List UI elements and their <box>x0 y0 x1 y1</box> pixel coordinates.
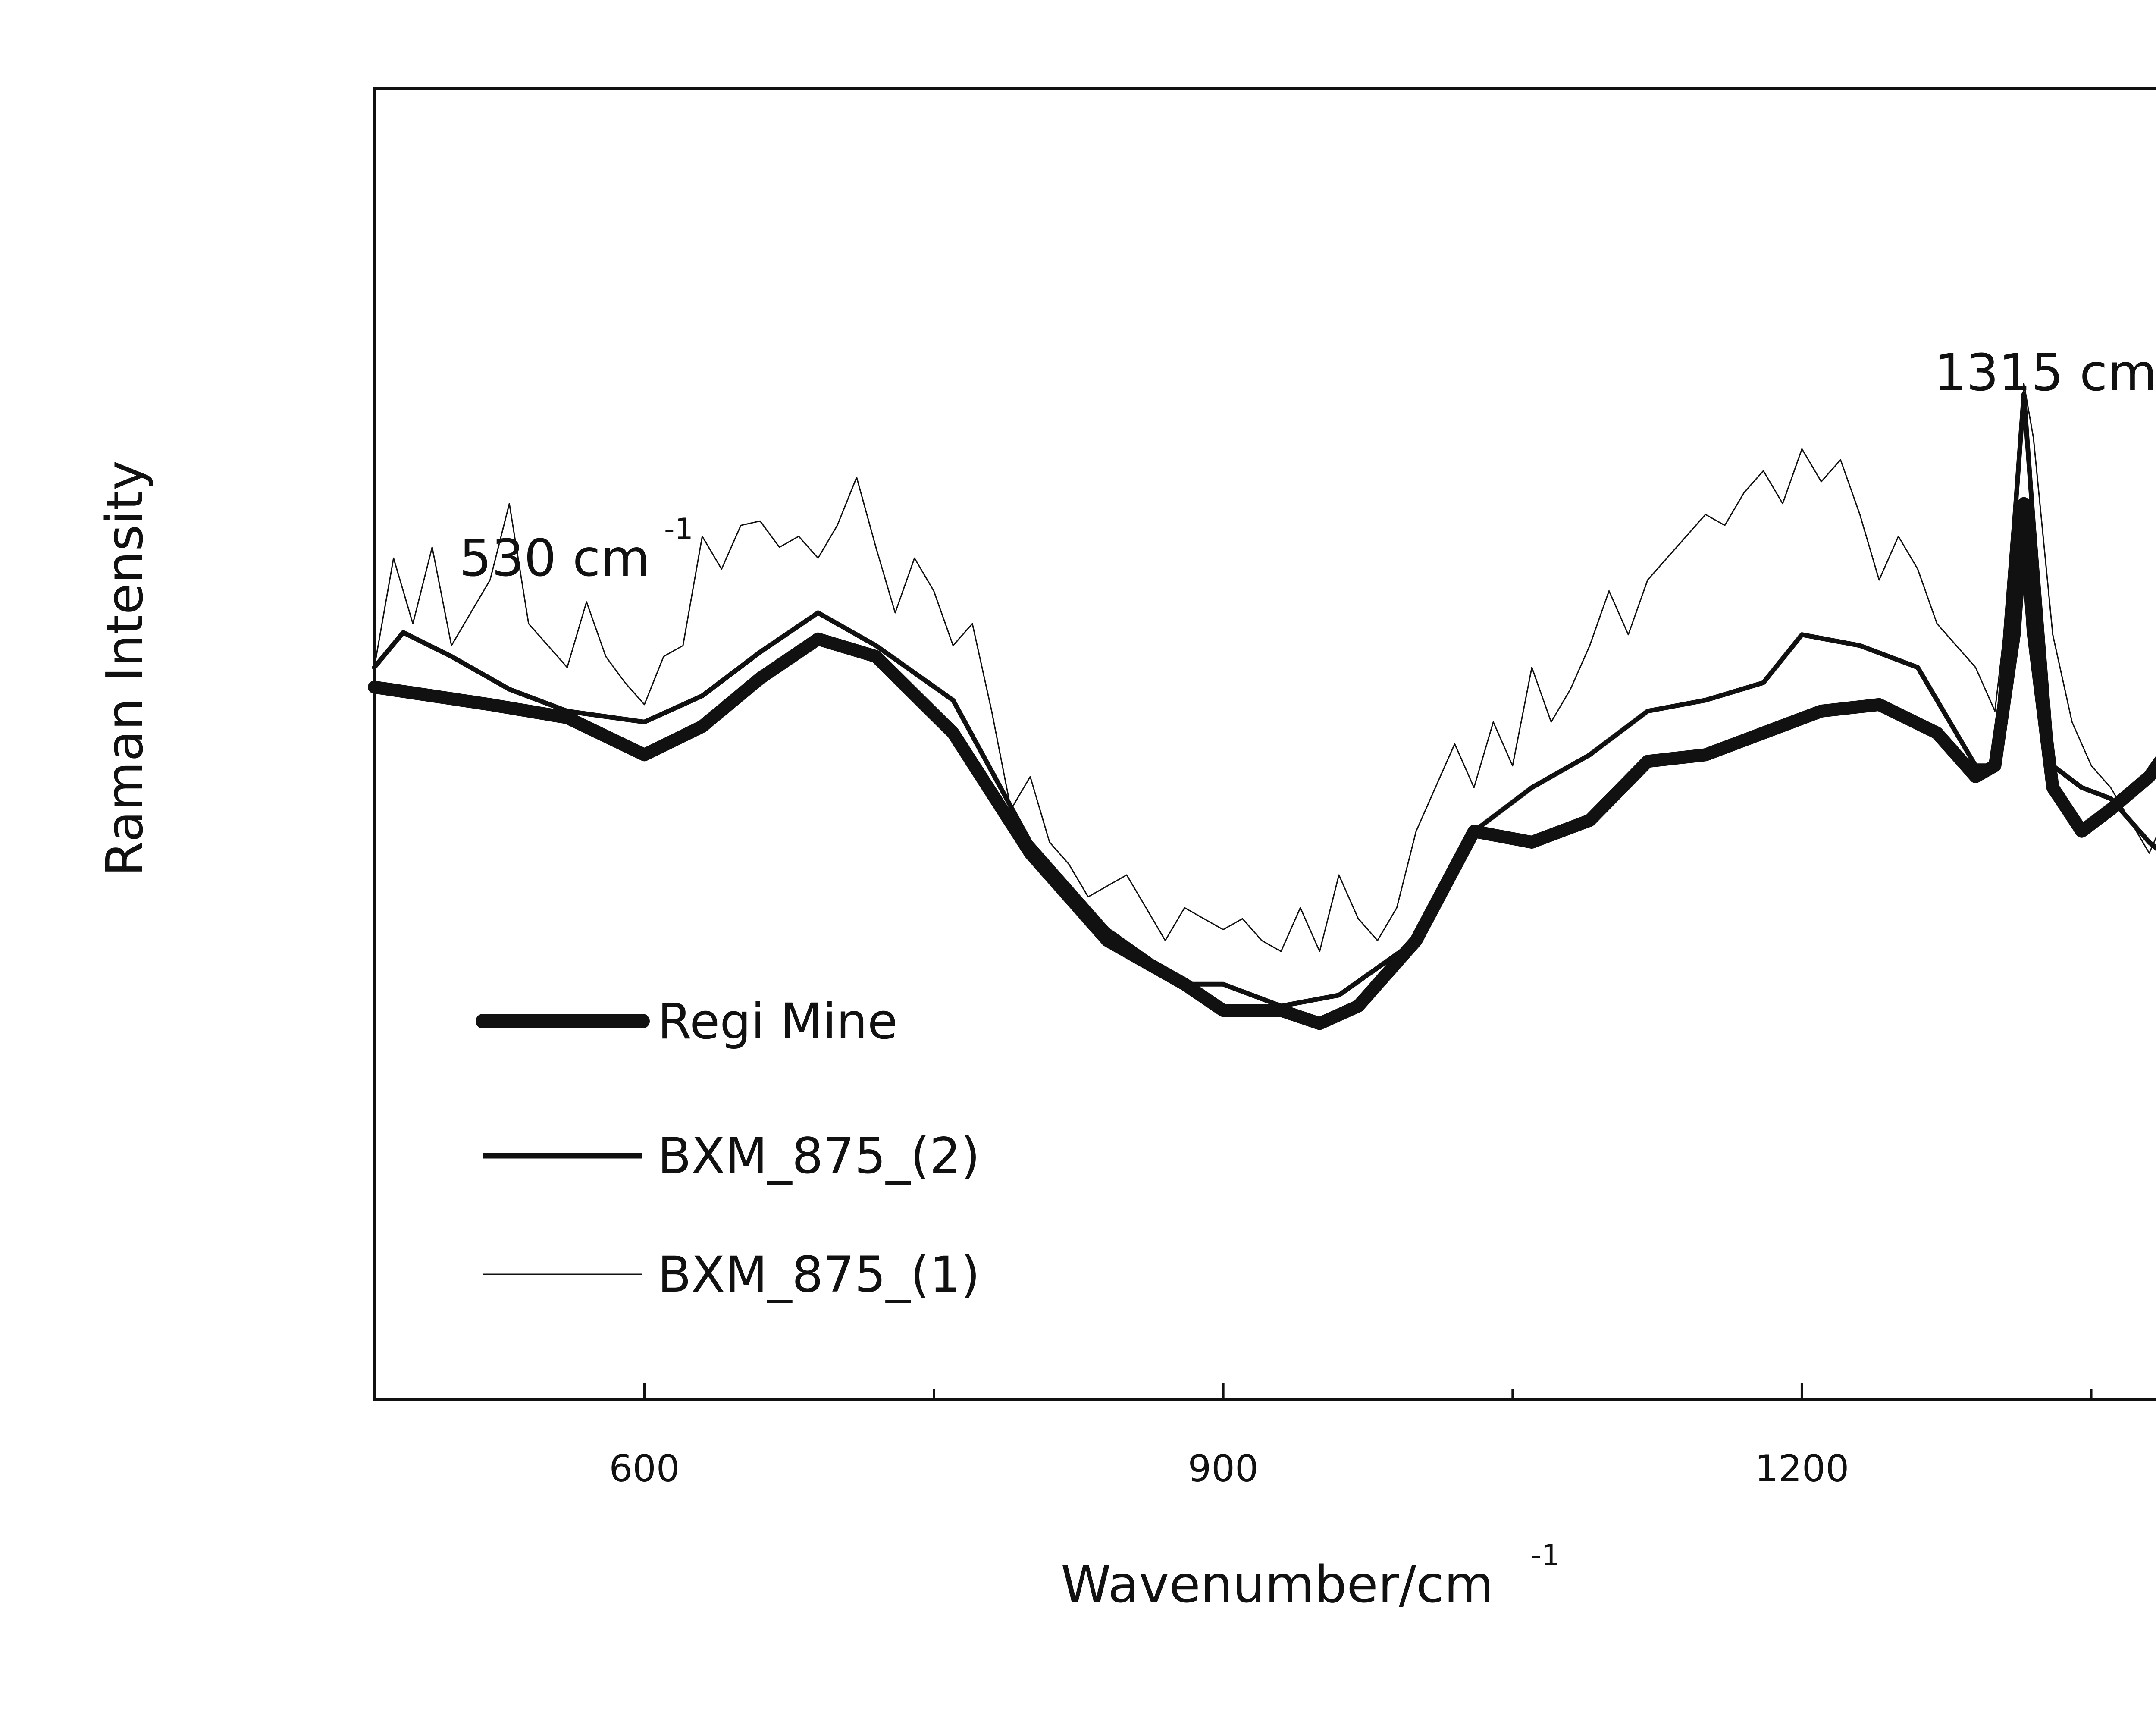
annotation-530: 530 cm <box>459 528 650 588</box>
legend: Regi Mine BXM_875_(2) BXM_875_(1) <box>476 993 980 1303</box>
plot-frame <box>373 87 2156 1401</box>
y-axis-label: Raman Intensity <box>95 461 154 877</box>
legend-label-bxm-875-2: BXM_875_(2) <box>658 1127 980 1185</box>
x-tick-label-1200: 1200 <box>1755 1447 1849 1490</box>
series-line-bxm-875-2 <box>372 392 2156 1009</box>
series-line-bxm-875-1 <box>373 383 2156 952</box>
x-axis-ticks: 600 900 1200 <box>609 1383 2093 1490</box>
series-layer <box>368 383 2156 1030</box>
annotation-1315: 1315 cm <box>1934 343 2156 402</box>
legend-label-regi-mine: Regi Mine <box>658 993 898 1050</box>
x-tick-label-900: 900 <box>1188 1447 1259 1490</box>
x-axis-label: Wavenumber/cm <box>1061 1555 1494 1614</box>
x-tick-label-600: 600 <box>609 1447 680 1490</box>
series-line-regi-mine <box>368 497 2156 1030</box>
legend-label-bxm-875-1: BXM_875_(1) <box>658 1246 980 1303</box>
annotation-530-superscript: -1 <box>664 512 693 546</box>
x-axis-label-superscript: -1 <box>1531 1539 1560 1573</box>
